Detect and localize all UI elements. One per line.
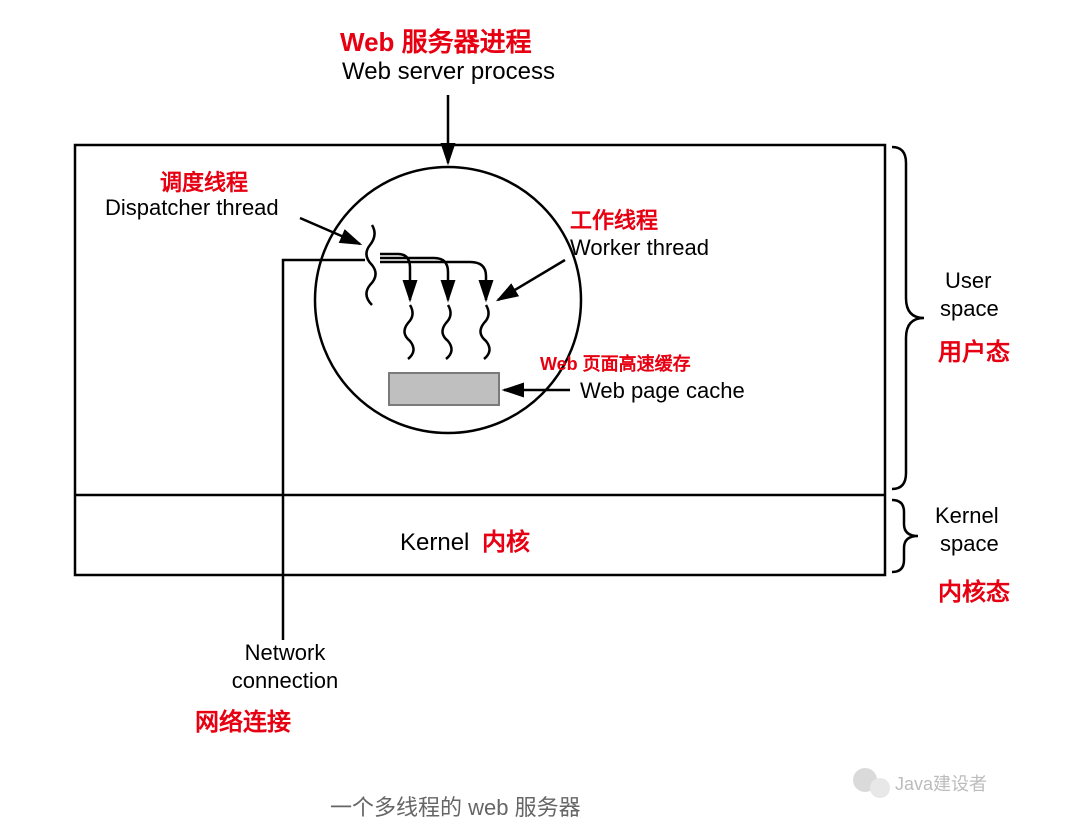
cache-en: Web page cache xyxy=(580,378,745,404)
worker-thread-3-icon xyxy=(480,305,489,359)
worker-thread-2-icon xyxy=(442,305,451,359)
network-en2: connection xyxy=(210,668,360,694)
user-space-en2: space xyxy=(940,296,999,322)
dispatch-arrow-2 xyxy=(380,258,448,300)
dispatcher-thread-icon xyxy=(366,225,375,305)
kernel-space-cn: 内核态 xyxy=(938,572,1010,607)
cache-box xyxy=(389,373,499,405)
user-space-brace xyxy=(892,147,924,489)
network-cn: 网络连接 xyxy=(195,702,291,737)
caption: 一个多线程的 web 服务器 xyxy=(330,790,581,822)
title-en: Web server process xyxy=(342,58,555,86)
kernel-en: Kernel xyxy=(400,529,469,556)
dispatcher-cn: 调度线程 xyxy=(160,165,248,197)
diagram-svg xyxy=(0,0,1080,839)
arrow-worker-label xyxy=(498,260,565,300)
worker-en: Worker thread xyxy=(570,235,709,261)
watermark-text: Java建设者 xyxy=(895,770,987,796)
dispatch-arrow-3 xyxy=(380,262,486,300)
watermark-icon xyxy=(853,768,890,798)
kernel-space-en1: Kernel xyxy=(935,503,999,529)
network-line xyxy=(283,260,365,640)
kernel-cn: 内核 xyxy=(482,529,530,556)
user-space-cn: 用户态 xyxy=(938,332,1010,367)
user-space-en1: User xyxy=(945,268,991,294)
kernel-space-brace xyxy=(892,500,918,572)
dispatcher-en: Dispatcher thread xyxy=(105,195,279,221)
cache-cn: Web 页面高速缓存 xyxy=(540,350,691,376)
kernel-space-en2: space xyxy=(940,531,999,557)
worker-thread-1-icon xyxy=(404,305,413,359)
worker-cn: 工作线程 xyxy=(570,203,658,235)
network-en1: Network xyxy=(220,640,350,666)
kernel-label: Kernel 内核 xyxy=(400,522,530,557)
title-cn: Web 服务器进程 xyxy=(340,22,532,59)
